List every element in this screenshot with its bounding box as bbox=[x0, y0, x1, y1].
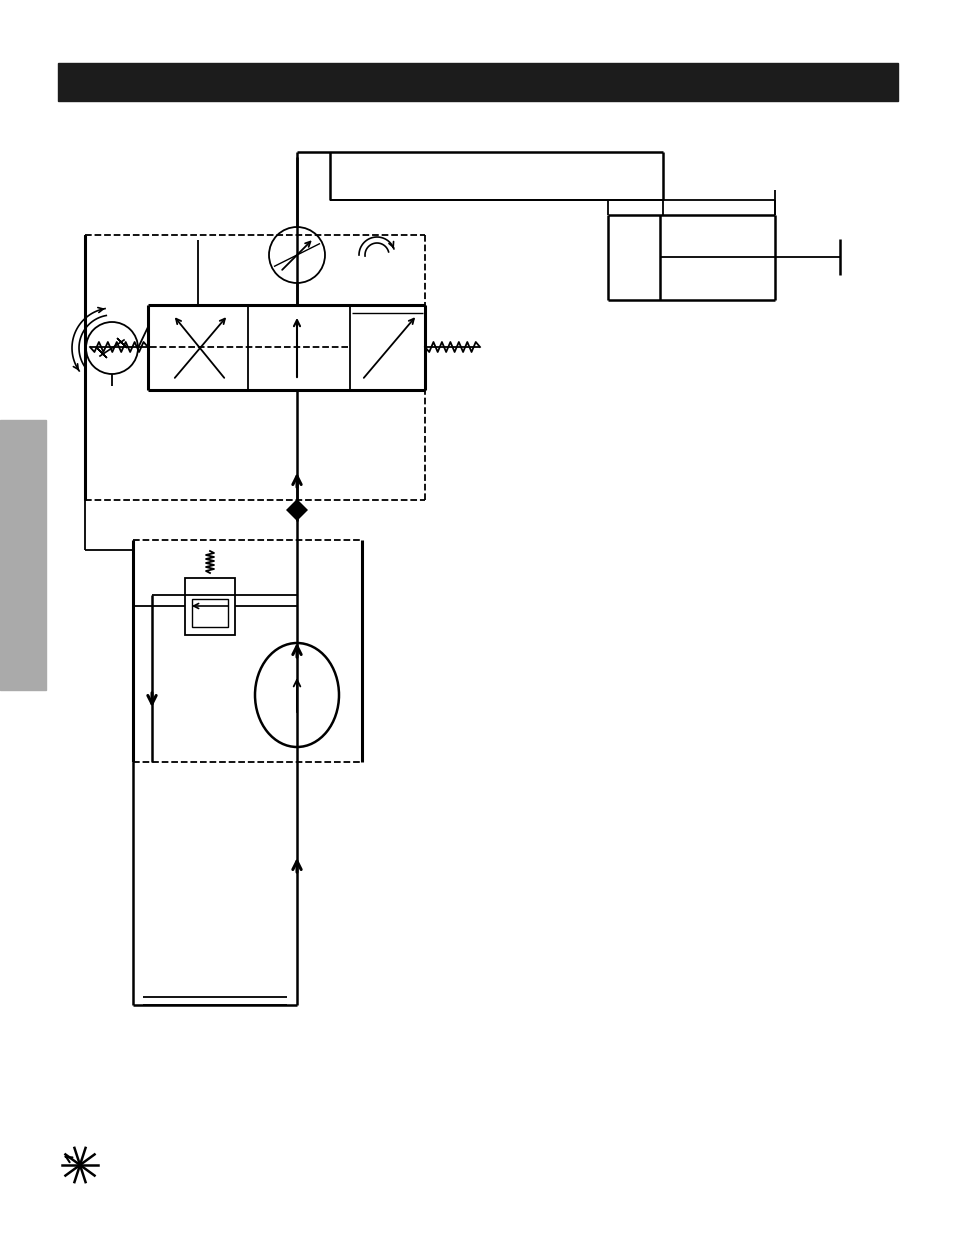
Polygon shape bbox=[286, 499, 308, 521]
Bar bbox=[0, 420, 46, 690]
Bar bbox=[185, 578, 234, 635]
Bar bbox=[192, 599, 228, 627]
Polygon shape bbox=[117, 338, 127, 348]
Bar bbox=[58, 63, 897, 101]
Polygon shape bbox=[97, 348, 107, 358]
